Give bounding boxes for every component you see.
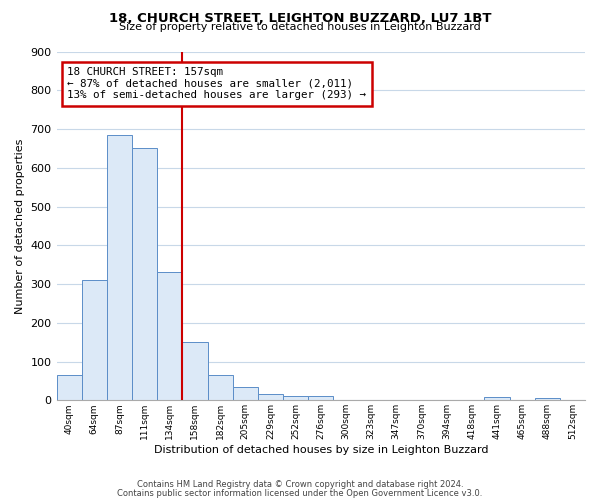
Text: 18 CHURCH STREET: 157sqm
← 87% of detached houses are smaller (2,011)
13% of sem: 18 CHURCH STREET: 157sqm ← 87% of detach… (67, 67, 366, 100)
Bar (132, 148, 157, 400)
Bar (308, 396, 334, 400)
Text: Contains HM Land Registry data © Crown copyright and database right 2024.: Contains HM Land Registry data © Crown c… (137, 480, 463, 489)
Bar (82, 280, 107, 400)
Bar (182, 342, 208, 400)
Bar (56, 375, 82, 400)
Text: Size of property relative to detached houses in Leighton Buzzard: Size of property relative to detached ho… (119, 22, 481, 32)
Bar (258, 394, 283, 400)
Text: 18, CHURCH STREET, LEIGHTON BUZZARD, LU7 1BT: 18, CHURCH STREET, LEIGHTON BUZZARD, LU7… (109, 12, 491, 26)
Bar (484, 397, 509, 400)
Bar (157, 272, 182, 400)
Bar (208, 375, 233, 400)
Bar (535, 398, 560, 400)
Y-axis label: Number of detached properties: Number of detached properties (15, 138, 25, 314)
Bar (283, 396, 308, 400)
Text: Contains public sector information licensed under the Open Government Licence v3: Contains public sector information licen… (118, 488, 482, 498)
Bar (107, 135, 132, 400)
X-axis label: Distribution of detached houses by size in Leighton Buzzard: Distribution of detached houses by size … (154, 445, 488, 455)
Bar (233, 386, 258, 400)
